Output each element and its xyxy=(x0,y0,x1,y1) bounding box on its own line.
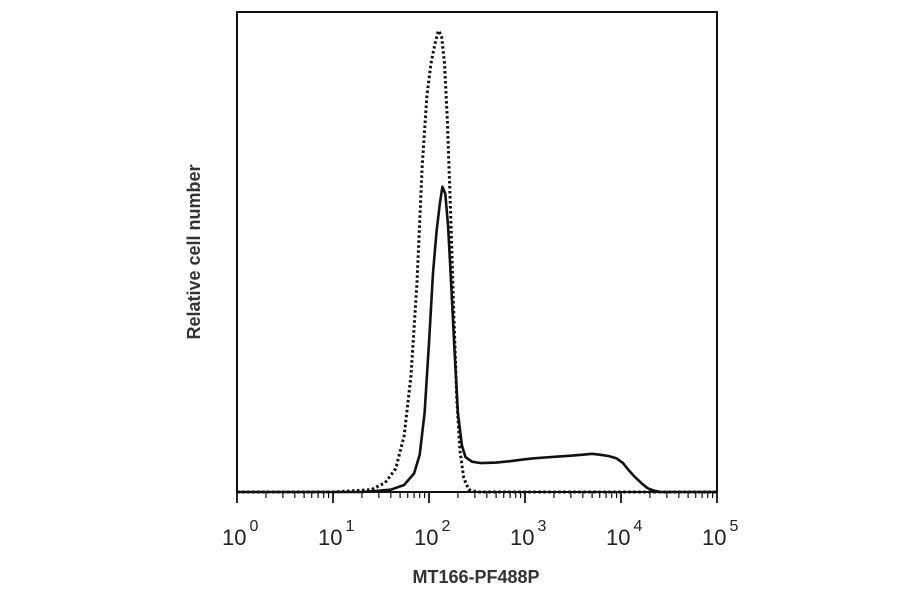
x-tick-label: 10 0 xyxy=(222,518,258,550)
x-tick-label: 10 1 xyxy=(318,518,354,550)
x-tick-labels: 10 0 10 1 10 2 10 3 10 4 10 5 xyxy=(222,518,738,550)
solid-histogram-line xyxy=(237,185,717,494)
x-tick-label: 10 3 xyxy=(510,518,546,550)
dotted-histogram-line xyxy=(237,29,717,494)
x-axis-label: MT166-PF488P xyxy=(412,567,539,587)
x-major-ticks xyxy=(236,492,718,503)
histogram-curves xyxy=(237,29,717,494)
plot-frame xyxy=(236,11,718,493)
x-tick-label: 10 4 xyxy=(606,518,642,550)
x-tick-label: 10 5 xyxy=(702,518,738,550)
y-axis-label: Relative cell number xyxy=(184,164,204,339)
x-tick-label: 10 2 xyxy=(414,518,450,550)
